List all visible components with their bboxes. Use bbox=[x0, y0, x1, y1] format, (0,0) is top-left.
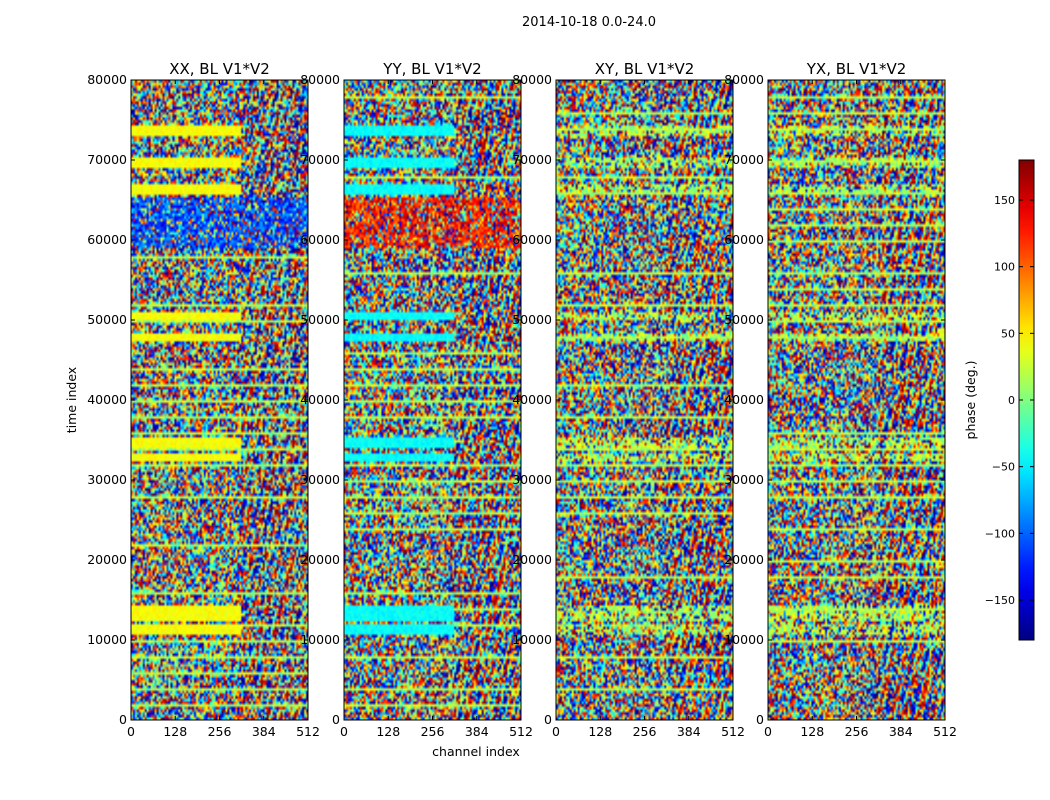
y-tick-label: 50000 bbox=[300, 312, 340, 327]
y-tick-label: 70000 bbox=[724, 152, 764, 167]
x-tick-label: 512 bbox=[721, 724, 745, 739]
x-tick-label: 384 bbox=[889, 724, 913, 739]
x-tick-label: 0 bbox=[340, 724, 348, 739]
panel-4: YX, BL V1*V2 0 128 256 384 512 0 10000 20000 3000… bbox=[724, 60, 957, 739]
x-tick-label: 128 bbox=[800, 724, 824, 739]
panel-title: XY, BL V1*V2 bbox=[595, 60, 695, 78]
x-tick-label: 384 bbox=[677, 724, 701, 739]
y-tick-label: 70000 bbox=[512, 152, 552, 167]
heatmap-image bbox=[344, 80, 521, 720]
y-tick-label: 50000 bbox=[512, 312, 552, 327]
y-tick-label: 40000 bbox=[724, 392, 764, 407]
panel-2: YY, BL V1*V2 0 128 256 384 512 0 10000 20000 3000… bbox=[300, 60, 533, 739]
panel-1: XX, BL V1*V2 0 128 256 384 512 0 10000 20000 3000… bbox=[87, 60, 320, 739]
x-tick-label: 384 bbox=[465, 724, 489, 739]
y-tick-label: 80000 bbox=[724, 72, 764, 87]
y-tick-label: 40000 bbox=[87, 392, 127, 407]
y-tick-label: 10000 bbox=[512, 632, 552, 647]
y-tick-label: 60000 bbox=[87, 232, 127, 247]
y-tick-label: 60000 bbox=[724, 232, 764, 247]
colorbar-tick-label: 50 bbox=[1001, 327, 1015, 340]
y-tick-label: 20000 bbox=[512, 552, 552, 567]
panel-title: YX, BL V1*V2 bbox=[806, 60, 907, 78]
colorbar-tick-label: 0 bbox=[1008, 394, 1015, 407]
x-tick-label: 128 bbox=[376, 724, 400, 739]
x-tick-label: 0 bbox=[127, 724, 135, 739]
y-tick-label: 30000 bbox=[512, 472, 552, 487]
x-tick-label: 256 bbox=[845, 724, 869, 739]
y-tick-label: 0 bbox=[332, 712, 340, 727]
y-tick-label: 70000 bbox=[300, 152, 340, 167]
x-tick-label: 384 bbox=[252, 724, 276, 739]
heatmap-image bbox=[131, 80, 308, 720]
y-tick-label: 10000 bbox=[724, 632, 764, 647]
y-tick-label: 30000 bbox=[724, 472, 764, 487]
y-tick-label: 20000 bbox=[724, 552, 764, 567]
y-tick-label: 10000 bbox=[300, 632, 340, 647]
y-tick-label: 70000 bbox=[87, 152, 127, 167]
y-axis-label: time index bbox=[64, 367, 79, 433]
y-tick-label: 30000 bbox=[87, 472, 127, 487]
x-tick-label: 0 bbox=[552, 724, 560, 739]
colorbar-tick-label: −150 bbox=[985, 594, 1015, 607]
x-tick-label: 256 bbox=[633, 724, 657, 739]
colorbar-tick-label: −50 bbox=[992, 461, 1015, 474]
y-tick-label: 20000 bbox=[87, 552, 127, 567]
y-tick-label: 50000 bbox=[87, 312, 127, 327]
y-tick-label: 20000 bbox=[300, 552, 340, 567]
figure-title: 2014-10-18 0.0-24.0 bbox=[522, 15, 656, 30]
x-tick-label: 128 bbox=[588, 724, 612, 739]
panel-title: XX, BL V1*V2 bbox=[169, 60, 270, 78]
x-tick-label: 0 bbox=[764, 724, 772, 739]
y-tick-label: 60000 bbox=[512, 232, 552, 247]
x-axis-label: channel index bbox=[432, 744, 520, 759]
y-tick-label: 80000 bbox=[87, 72, 127, 87]
colorbar-tick-label: −100 bbox=[985, 527, 1015, 540]
panels: XX, BL V1*V2 0 128 256 384 512 0 10000 20000 3000… bbox=[87, 60, 957, 739]
y-tick-label: 80000 bbox=[512, 72, 552, 87]
colorbar: −150 −100 −50 0 50 100 150 bbox=[985, 159, 1035, 641]
colorbar-label: phase (deg.) bbox=[963, 361, 978, 440]
x-tick-label: 512 bbox=[933, 724, 957, 739]
x-tick-label: 256 bbox=[421, 724, 445, 739]
colorbar-tick-label: 150 bbox=[994, 194, 1015, 207]
y-tick-label: 0 bbox=[544, 712, 552, 727]
x-tick-label: 512 bbox=[296, 724, 320, 739]
y-tick-label: 60000 bbox=[300, 232, 340, 247]
y-tick-label: 40000 bbox=[300, 392, 340, 407]
y-tick-label: 80000 bbox=[300, 72, 340, 87]
heatmap-image bbox=[556, 80, 733, 720]
heatmap-image bbox=[768, 80, 945, 720]
y-tick-label: 30000 bbox=[300, 472, 340, 487]
panel-title: YY, BL V1*V2 bbox=[382, 60, 481, 78]
panel-3: XY, BL V1*V2 0 128 256 384 512 0 10000 20000 3000… bbox=[512, 60, 745, 739]
y-tick-label: 0 bbox=[756, 712, 764, 727]
x-tick-label: 256 bbox=[208, 724, 232, 739]
y-tick-label: 10000 bbox=[87, 632, 127, 647]
y-tick-label: 0 bbox=[119, 712, 127, 727]
y-tick-label: 40000 bbox=[512, 392, 552, 407]
x-tick-label: 512 bbox=[509, 724, 533, 739]
x-tick-label: 128 bbox=[163, 724, 187, 739]
y-tick-label: 50000 bbox=[724, 312, 764, 327]
colorbar-tick-label: 100 bbox=[994, 261, 1015, 274]
